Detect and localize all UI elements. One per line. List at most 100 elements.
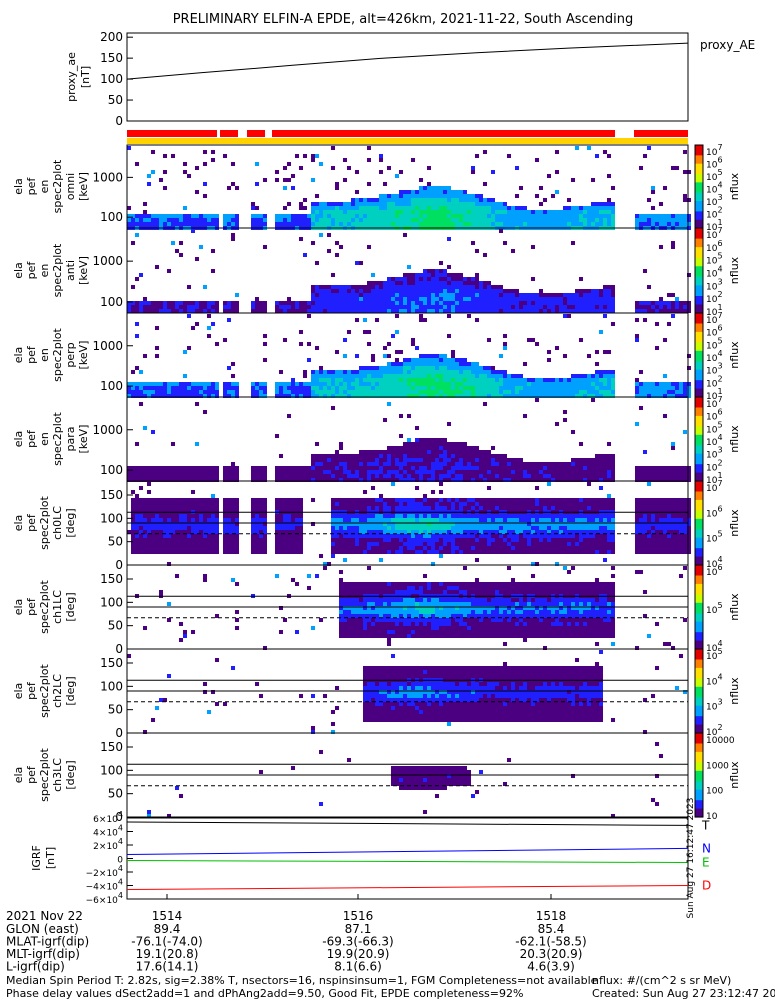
spectrogram-cell — [419, 478, 423, 482]
spectrogram-cell — [331, 506, 335, 510]
spectrogram-cell — [487, 486, 491, 490]
spectrogram-cell — [407, 518, 411, 522]
spectrogram-cell — [463, 550, 467, 554]
spectrogram-cell — [231, 214, 235, 218]
spectrogram-cell — [351, 506, 355, 510]
spectrogram-cell — [363, 542, 367, 546]
spectrogram-cell — [487, 289, 491, 293]
spectrogram-cell — [359, 466, 363, 470]
spectrogram-cell — [147, 538, 151, 542]
spectrogram-cell — [391, 518, 395, 522]
spectrogram-cell — [339, 442, 343, 446]
spectrogram-cell — [575, 462, 579, 466]
spectrogram-cell — [499, 522, 503, 526]
spectrogram-cell — [575, 301, 579, 305]
spectrogram-cell — [355, 190, 359, 194]
spectrogram-cell — [595, 289, 599, 293]
spectrogram-cell — [395, 222, 399, 226]
spectrogram-cell — [263, 526, 267, 530]
spectrogram-cell — [683, 382, 687, 386]
spectrogram-cell — [299, 237, 303, 241]
spectrogram-cell — [607, 301, 611, 305]
spectrogram-cell — [599, 297, 603, 301]
spectrogram-cell — [507, 458, 511, 462]
spectrogram-cell — [571, 462, 575, 466]
spectrogram-cell — [359, 478, 363, 482]
spectrogram-cell — [307, 301, 311, 305]
spectrogram-cell — [163, 550, 167, 554]
spectrogram-cell — [459, 498, 463, 502]
spectrogram-cell — [463, 538, 467, 542]
spectrogram-cell — [455, 190, 459, 194]
spectrogram-cell — [367, 198, 371, 202]
spectrogram-cell — [131, 305, 135, 309]
spectrogram-cell — [371, 354, 375, 358]
spectrogram-cell — [415, 214, 419, 218]
spectrogram-cell — [423, 186, 427, 190]
spectrogram-cell — [143, 210, 147, 214]
y-tick-label: 1000 — [92, 423, 123, 437]
spectrogram-cell — [539, 462, 543, 466]
spectrogram-cell — [487, 506, 491, 510]
spectrogram-cell — [275, 478, 279, 482]
spectrogram-cell — [451, 446, 455, 450]
spectrogram-cell — [395, 297, 399, 301]
spectrogram-cell — [323, 382, 327, 386]
spectrogram-cell — [143, 506, 147, 510]
spectrogram-cell — [603, 301, 607, 305]
spectrogram-cell — [447, 198, 451, 202]
y-tick-label: 100 — [100, 210, 123, 224]
spectrogram-cell — [671, 314, 675, 318]
spectrogram-cell — [279, 222, 283, 226]
spectrogram-cell — [279, 546, 283, 550]
spectrogram-cell — [283, 502, 287, 506]
spectrogram-cell — [399, 190, 403, 194]
spectrogram-cell — [531, 394, 535, 398]
spectrogram-cell — [643, 218, 647, 222]
spectrogram-cell — [311, 454, 315, 458]
spectrogram-cell — [431, 394, 435, 398]
spectrogram-cell — [483, 301, 487, 305]
spectrogram-cell — [503, 334, 507, 338]
spectrogram-cell — [675, 305, 679, 309]
spectrogram-cell — [211, 522, 215, 526]
spectrogram-cell — [203, 514, 207, 518]
spectrogram-cell — [687, 386, 691, 390]
spectrogram-cell — [599, 214, 603, 218]
spectrogram-cell — [403, 506, 407, 510]
spectrogram-cell — [607, 458, 611, 462]
spectrogram-cell — [415, 470, 419, 474]
spectrogram-cell — [483, 214, 487, 218]
spectrogram-cell — [147, 470, 151, 474]
spectrogram-cell — [607, 293, 611, 297]
spectrogram-cell — [467, 289, 471, 293]
spectrogram-cell — [263, 550, 267, 554]
spectrogram-cell — [551, 394, 555, 398]
spectrogram-cell — [499, 534, 503, 538]
spectrogram-cell — [503, 370, 507, 374]
spectrogram-cell — [139, 542, 143, 546]
colorbar-step — [695, 472, 703, 476]
colorbar-step — [695, 409, 703, 413]
spectrogram-cell — [187, 542, 191, 546]
spectrogram-cell — [431, 442, 435, 446]
spectrogram-cell — [571, 478, 575, 482]
spectrogram-cell — [411, 362, 415, 366]
spectrogram-cell — [363, 546, 367, 550]
spectrogram-cell — [419, 514, 423, 518]
spectrogram-cell — [303, 301, 307, 305]
spectrogram-cell — [683, 430, 687, 434]
spectrogram-cell — [275, 514, 279, 518]
spectrogram-cell — [151, 170, 155, 174]
spectrogram-cell — [331, 394, 335, 398]
spectrogram-cell — [539, 378, 543, 382]
spectrogram-cell — [487, 281, 491, 285]
spectrogram-cell — [159, 506, 163, 510]
spectrogram-cell — [599, 330, 603, 334]
spectrogram-cell — [291, 218, 295, 222]
spectrogram-cell — [419, 273, 423, 277]
spectrogram-cell — [139, 402, 143, 406]
spectrogram-cell — [471, 370, 475, 374]
spectrogram-cell — [259, 550, 263, 554]
